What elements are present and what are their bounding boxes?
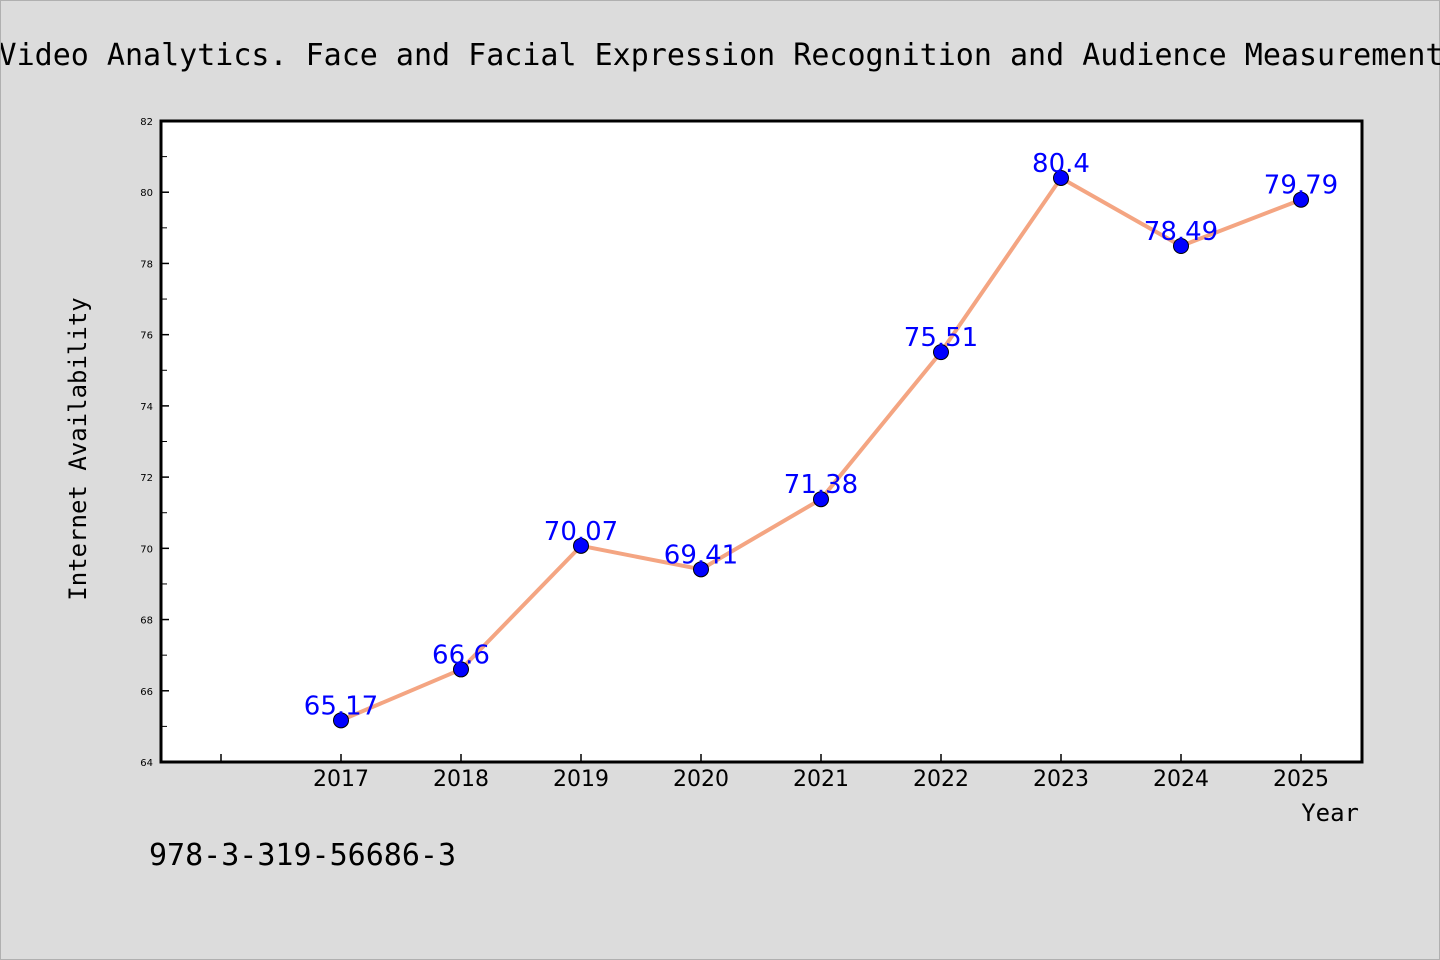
data-point-marker	[573, 537, 589, 554]
chart-title: Video Analytics. Face and Facial Express…	[1, 38, 1440, 73]
data-point-marker	[813, 491, 829, 508]
data-point-marker	[693, 561, 709, 578]
y-tick-label: 78	[140, 259, 153, 270]
data-value-label: 71.38	[784, 470, 858, 500]
x-tick-label: 2025	[1273, 767, 1329, 792]
y-tick-label: 72	[140, 473, 153, 484]
plot-area	[161, 121, 1362, 762]
y-tick-label: 74	[140, 402, 153, 413]
y-tick-label: 70	[140, 544, 153, 555]
data-value-label: 66.6	[432, 640, 490, 670]
x-tick-label: 2021	[793, 767, 849, 792]
data-labels: 65.17 66.6 70.07 69.41 71.38 75.51 80.4 78.49 79…	[304, 149, 1338, 721]
x-tick-label: 2017	[313, 767, 369, 792]
data-point-marker	[453, 661, 469, 678]
y-axis-label: Internet Availability	[64, 297, 92, 600]
x-tick-label: 2018	[433, 767, 489, 792]
plot-frame	[159, 119, 1364, 764]
y-tick-label: 66	[140, 687, 153, 698]
x-tick-label: 2019	[553, 767, 609, 792]
data-value-label: 78.49	[1144, 217, 1218, 247]
x-axis: 2017 2018 2019 2020 2021 2022 2023 2024 2025	[220, 754, 1329, 792]
data-value-label: 75.51	[904, 323, 978, 353]
data-value-label: 65.17	[304, 691, 378, 721]
data-point-marker	[333, 712, 349, 729]
x-tick-label: 2024	[1153, 767, 1209, 792]
data-value-label: 69.41	[664, 540, 738, 570]
data-value-label: 80.4	[1032, 149, 1090, 179]
y-tick-label: 68	[140, 616, 153, 627]
y-tick-label: 76	[140, 331, 153, 342]
isbn-footer: 978-3-319-56686-3	[149, 838, 456, 873]
data-value-label: 79.79	[1264, 171, 1338, 201]
x-axis-label: Year	[1301, 799, 1359, 827]
data-point-marker	[1053, 169, 1069, 186]
data-point-marker	[933, 344, 949, 361]
x-tick-label: 2023	[1033, 767, 1089, 792]
x-tick-label: 2022	[913, 767, 969, 792]
data-point-marker	[1293, 191, 1309, 208]
y-tick-label: 82	[140, 117, 153, 128]
x-tick-label: 2020	[673, 767, 729, 792]
data-point-marker	[1173, 237, 1189, 254]
data-value-label: 70.07	[544, 517, 618, 547]
y-tick-label: 64	[140, 758, 153, 769]
data-markers	[333, 169, 1309, 729]
y-tick-label: 80	[140, 188, 153, 199]
